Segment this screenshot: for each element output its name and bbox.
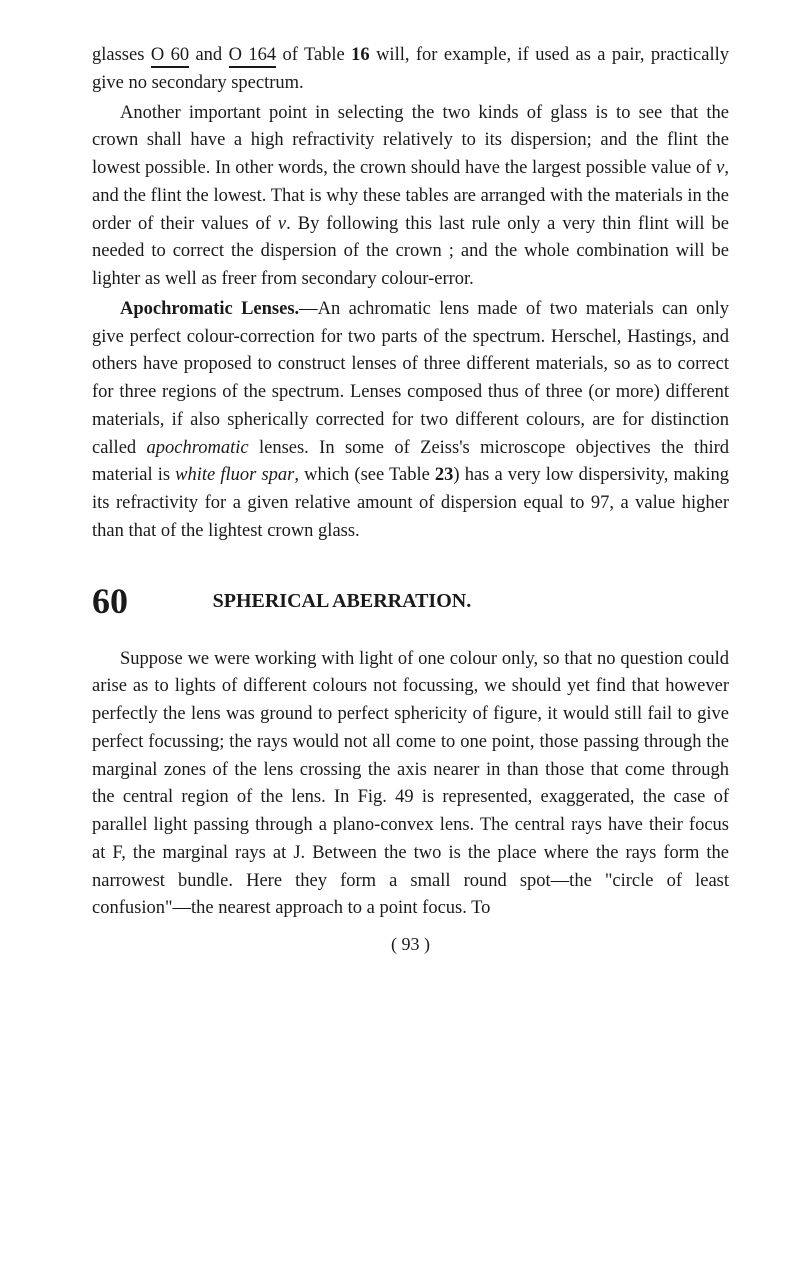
- text: and: [189, 45, 229, 65]
- text: glasses: [92, 45, 151, 65]
- underlined-value: O 60: [151, 45, 189, 68]
- subsection-heading: Apochromatic Lenses.: [120, 299, 299, 319]
- section-number: 60: [92, 574, 128, 628]
- paragraph-4: Suppose we were working with light of on…: [92, 646, 729, 924]
- variable: v: [278, 214, 286, 234]
- section-title: SPHERICAL ABERRATION.: [213, 586, 472, 616]
- text: —An achromatic lens made of two material…: [92, 299, 729, 458]
- paragraph-2: Another important point in selecting the…: [92, 100, 729, 294]
- text: of Table: [276, 45, 351, 65]
- document-page: glasses O 60 and O 164 of Table 16 will,…: [0, 0, 801, 998]
- table-ref: 23: [435, 465, 454, 485]
- section-header: 60 SPHERICAL ABERRATION.: [92, 574, 729, 628]
- paragraph-1: glasses O 60 and O 164 of Table 16 will,…: [92, 42, 729, 98]
- text: , which (see Table: [294, 465, 435, 485]
- text: Another important point in selecting the…: [92, 103, 729, 179]
- paragraph-3: Apochromatic Lenses.—An achromatic lens …: [92, 296, 729, 546]
- underlined-value: O 164: [229, 45, 277, 68]
- table-ref: 16: [351, 45, 370, 65]
- text: Suppose we were working with light of on…: [92, 649, 729, 919]
- term: white fluor spar: [175, 465, 294, 485]
- page-number: ( 93 ): [92, 931, 729, 958]
- term: apochromatic: [147, 438, 249, 458]
